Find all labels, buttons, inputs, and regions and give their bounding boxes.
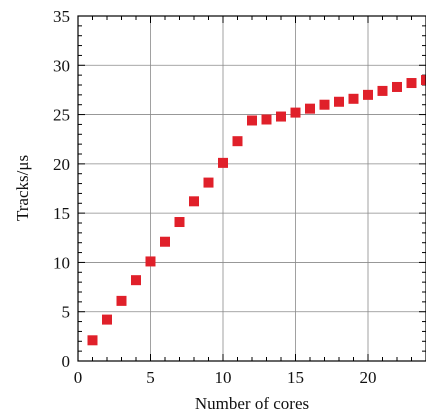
data-point [203,177,214,188]
data-point [377,85,388,96]
y-tick-label: 25 [53,106,70,125]
data-point [189,196,199,207]
data-point [232,136,243,147]
data-point [160,236,170,247]
data-point [363,89,373,100]
y-tick-label: 30 [53,56,70,75]
data-point [276,111,286,122]
data-point [348,93,359,104]
data-point [174,217,185,228]
plot-frame [77,15,426,362]
data-points [87,75,426,346]
data-point [145,256,156,267]
data-point [392,81,402,92]
data-point [131,275,141,286]
x-tick-labels: 0 5 10 15 20 [74,368,377,387]
y-tick-label: 5 [62,303,71,322]
y-tick-label: 10 [53,253,70,272]
y-tick-label: 0 [62,352,71,371]
grid [78,16,426,361]
data-point [406,78,417,89]
y-tick-label: 15 [53,204,70,223]
data-point [218,157,228,168]
x-axis-label: Number of cores [195,394,309,413]
data-point [116,295,127,306]
x-tick-label: 10 [215,368,232,387]
y-tick-label: 35 [53,7,70,26]
axis-ticks [77,15,426,362]
y-tick-label: 20 [53,155,70,174]
x-tick-label: 0 [74,368,83,387]
data-point [319,99,330,110]
y-axis-label: Tracks/μs [13,155,32,221]
data-point [334,96,344,107]
data-point [305,103,315,114]
data-point [87,335,98,346]
x-tick-label: 20 [360,368,377,387]
x-tick-label: 5 [146,368,155,387]
data-point [261,114,272,125]
y-tick-labels: 0 5 10 15 20 25 30 35 [53,7,70,371]
data-point [247,115,257,126]
data-point [421,75,426,86]
data-point [290,107,301,118]
data-point [102,314,112,325]
x-tick-label: 15 [287,368,304,387]
